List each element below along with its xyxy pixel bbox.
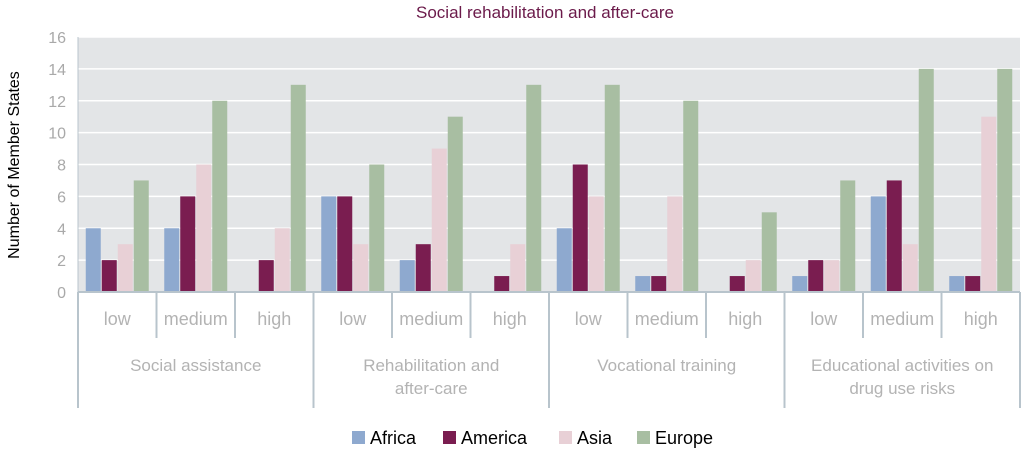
- bar-asia: [510, 244, 526, 292]
- bar-america: [729, 276, 745, 292]
- bar-europe: [212, 100, 228, 292]
- bar-asia: [902, 244, 918, 292]
- bar-europe: [604, 84, 620, 292]
- legend-swatch-america: [443, 431, 456, 444]
- group-label: Rehabilitation and after-care: [363, 356, 499, 398]
- bar-america: [808, 260, 824, 292]
- bar-asia: [117, 244, 133, 292]
- legend-label-asia: Asia: [577, 428, 613, 448]
- legend-swatch-europe: [637, 431, 650, 444]
- bar-asia: [745, 260, 761, 292]
- x-tick-label: low: [575, 309, 603, 329]
- x-tick-label: medium: [399, 309, 463, 329]
- bar-europe: [997, 68, 1013, 292]
- y-tick-label: 4: [57, 221, 66, 238]
- y-tick-label: 2: [57, 253, 66, 270]
- x-tick-label: high: [493, 309, 527, 329]
- legend-label-africa: Africa: [370, 428, 417, 448]
- chart-title: Social rehabilitation and after-care: [416, 3, 674, 22]
- bar-asia: [196, 164, 212, 292]
- y-tick-label: 10: [48, 126, 66, 143]
- bar-america: [180, 196, 196, 292]
- y-tick-label: 6: [57, 189, 66, 206]
- x-tick-label: low: [339, 309, 367, 329]
- x-tick-label: medium: [635, 309, 699, 329]
- y-axis-label: Number of Member States: [6, 71, 23, 259]
- bar-america: [337, 196, 353, 292]
- bar-asia: [431, 148, 447, 292]
- group-label: Vocational training: [597, 356, 736, 375]
- x-tick-label: high: [964, 309, 998, 329]
- bar-europe: [447, 116, 463, 292]
- bar-africa: [870, 196, 886, 292]
- y-tick-label: 16: [48, 30, 66, 47]
- legend: Africa America Asia Europe: [352, 428, 713, 448]
- y-tick-label: 14: [48, 62, 66, 79]
- x-tick-label: medium: [870, 309, 934, 329]
- x-tick-label: low: [104, 309, 132, 329]
- bar-america: [572, 164, 588, 292]
- bar-africa: [949, 276, 965, 292]
- bar-europe: [369, 164, 385, 292]
- bar-africa: [85, 228, 101, 292]
- bar-america: [101, 260, 117, 292]
- bar-asia: [667, 196, 683, 292]
- legend-swatch-asia: [559, 431, 572, 444]
- axes: 0 2 4 6 8 10 12 14 16 low medium high low medium high l…: [48, 30, 1021, 408]
- x-tick-label: low: [810, 309, 838, 329]
- group-label: Social assistance: [130, 356, 261, 375]
- bar-asia: [981, 116, 997, 292]
- bar-europe: [918, 68, 934, 292]
- bar-america: [494, 276, 510, 292]
- bar-asia: [824, 260, 840, 292]
- bar-africa: [635, 276, 651, 292]
- y-tick-label: 12: [48, 94, 66, 111]
- x-tick-label: high: [728, 309, 762, 329]
- bar-africa: [321, 196, 337, 292]
- bar-africa: [399, 260, 415, 292]
- bar-africa: [556, 228, 572, 292]
- bar-america: [415, 244, 431, 292]
- y-tick-label: 8: [57, 158, 66, 175]
- bar-america: [258, 260, 274, 292]
- plot-area: [78, 36, 1020, 292]
- bar-america: [651, 276, 667, 292]
- bar-europe: [526, 84, 542, 292]
- bar-europe: [761, 212, 777, 292]
- bar-europe: [290, 84, 306, 292]
- legend-swatch-africa: [352, 431, 365, 444]
- legend-label-europe: Europe: [655, 428, 713, 448]
- group-label: Educational activities on drug use risks: [811, 356, 993, 398]
- bar-asia: [588, 196, 604, 292]
- bar-asia: [353, 244, 369, 292]
- legend-label-america: America: [461, 428, 528, 448]
- bar-asia: [274, 228, 290, 292]
- bar-europe: [133, 180, 149, 292]
- bar-america: [965, 276, 981, 292]
- y-tick-label: 0: [57, 285, 66, 302]
- x-tick-label: medium: [164, 309, 228, 329]
- bar-europe: [840, 180, 856, 292]
- bar-africa: [792, 276, 808, 292]
- x-tick-label: high: [257, 309, 291, 329]
- bar-europe: [683, 100, 699, 292]
- bar-africa: [164, 228, 180, 292]
- bar-america: [886, 180, 902, 292]
